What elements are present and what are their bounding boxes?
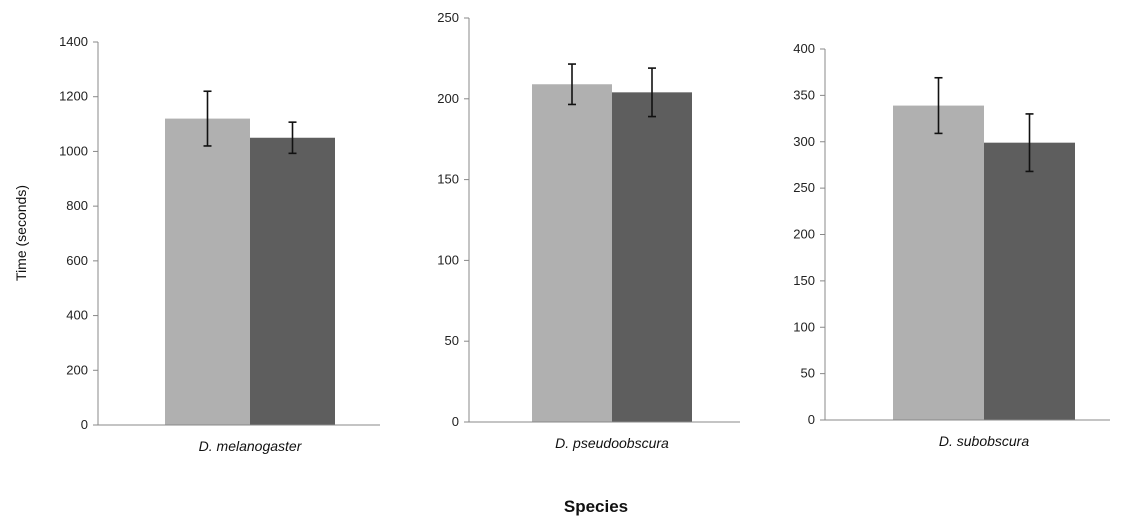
bar-2 xyxy=(612,92,692,422)
x-axis-label: Species xyxy=(564,497,628,516)
error-bar-2 xyxy=(648,67,656,118)
y-tick-label: 1200 xyxy=(59,89,88,104)
chart-panel-1: 0 200 400 600 800 1000 1200 1400 D. melanogaster xyxy=(59,34,380,454)
y-tick-label: 400 xyxy=(793,41,815,56)
bar-1 xyxy=(532,84,612,423)
y-tick-label: 200 xyxy=(437,91,459,106)
bar-1 xyxy=(165,118,250,425)
y-tick-label: 150 xyxy=(793,273,815,288)
y-tick-label: 350 xyxy=(793,87,815,102)
y-tick-label: 150 xyxy=(437,172,459,187)
error-bar-2 xyxy=(288,121,297,155)
y-tick-label: 100 xyxy=(793,319,815,334)
y-tick-label: 200 xyxy=(66,362,88,377)
y-tick-label: 200 xyxy=(793,227,815,242)
error-bar-1 xyxy=(203,90,212,147)
category-label: D. subobscura xyxy=(939,433,1029,449)
y-tick-label: 0 xyxy=(808,412,815,427)
y-tick-label: 50 xyxy=(801,366,815,381)
y-tick-label: 1400 xyxy=(59,34,88,49)
chart-panel-3: 0 50 100 150 200 250 300 350 400 D. subobscura xyxy=(793,41,1110,449)
bar-1 xyxy=(893,105,984,420)
category-label: D. melanogaster xyxy=(199,438,303,454)
y-tick-label: 600 xyxy=(66,253,88,268)
bar-2 xyxy=(984,142,1075,421)
chart-panel-2: 0 50 100 150 200 250 D. pseudoobscura xyxy=(437,10,740,451)
category-label: D. pseudoobscura xyxy=(555,435,669,451)
y-tick-label: 800 xyxy=(66,198,88,213)
bar-2 xyxy=(250,137,335,425)
y-axis-label: Time (seconds) xyxy=(13,185,29,281)
error-bar-1 xyxy=(568,63,576,106)
y-tick-label: 50 xyxy=(445,333,459,348)
y-tick-label: 0 xyxy=(452,414,459,429)
y-tick-label: 1000 xyxy=(59,143,88,158)
y-tick-label: 250 xyxy=(793,180,815,195)
y-tick-label: 0 xyxy=(81,417,88,432)
y-tick-label: 300 xyxy=(793,134,815,149)
y-tick-label: 100 xyxy=(437,252,459,267)
error-bar-2 xyxy=(1025,113,1034,173)
y-tick-label: 250 xyxy=(437,10,459,25)
y-tick-label: 400 xyxy=(66,308,88,323)
error-bar-1 xyxy=(934,76,943,135)
